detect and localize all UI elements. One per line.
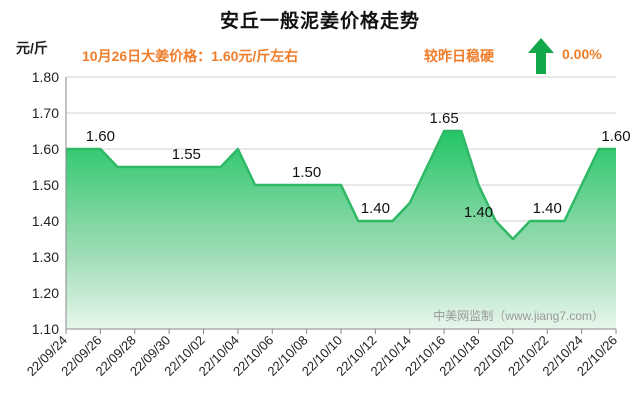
watermark-text: 中美网监制（www.jiang7.com） [433, 308, 604, 323]
price-summary: 10月26日大姜价格：1.60元/斤左右 [82, 48, 299, 64]
data-label: 1.60 [601, 128, 630, 145]
up-arrow-icon [528, 38, 554, 74]
series-line [66, 129, 616, 241]
y-tick-label: 1.60 [32, 141, 59, 157]
chart-title: 安丘一般泥姜价格走势 [219, 11, 420, 32]
data-label: 1.50 [292, 164, 321, 181]
y-tick-label: 1.70 [32, 105, 59, 121]
y-axis-unit: 元/斤 [16, 40, 48, 56]
y-tick-label: 1.10 [32, 321, 59, 337]
data-label: 1.40 [533, 200, 562, 217]
area-fill [66, 131, 616, 329]
data-label: 1.60 [86, 128, 115, 145]
change-percent: 0.00% [562, 46, 602, 62]
y-tick-label: 1.30 [32, 249, 59, 265]
y-tick-label: 1.80 [32, 69, 59, 85]
y-tick-label: 1.20 [32, 285, 59, 301]
y-tick-label: 1.50 [32, 177, 59, 193]
data-label: 1.55 [172, 146, 201, 163]
data-label: 1.40 [464, 204, 493, 221]
data-label: 1.40 [361, 200, 390, 217]
compare-label: 较昨日稳硬 [424, 48, 494, 64]
y-tick-label: 1.40 [32, 213, 59, 229]
data-label: 1.65 [430, 110, 459, 127]
